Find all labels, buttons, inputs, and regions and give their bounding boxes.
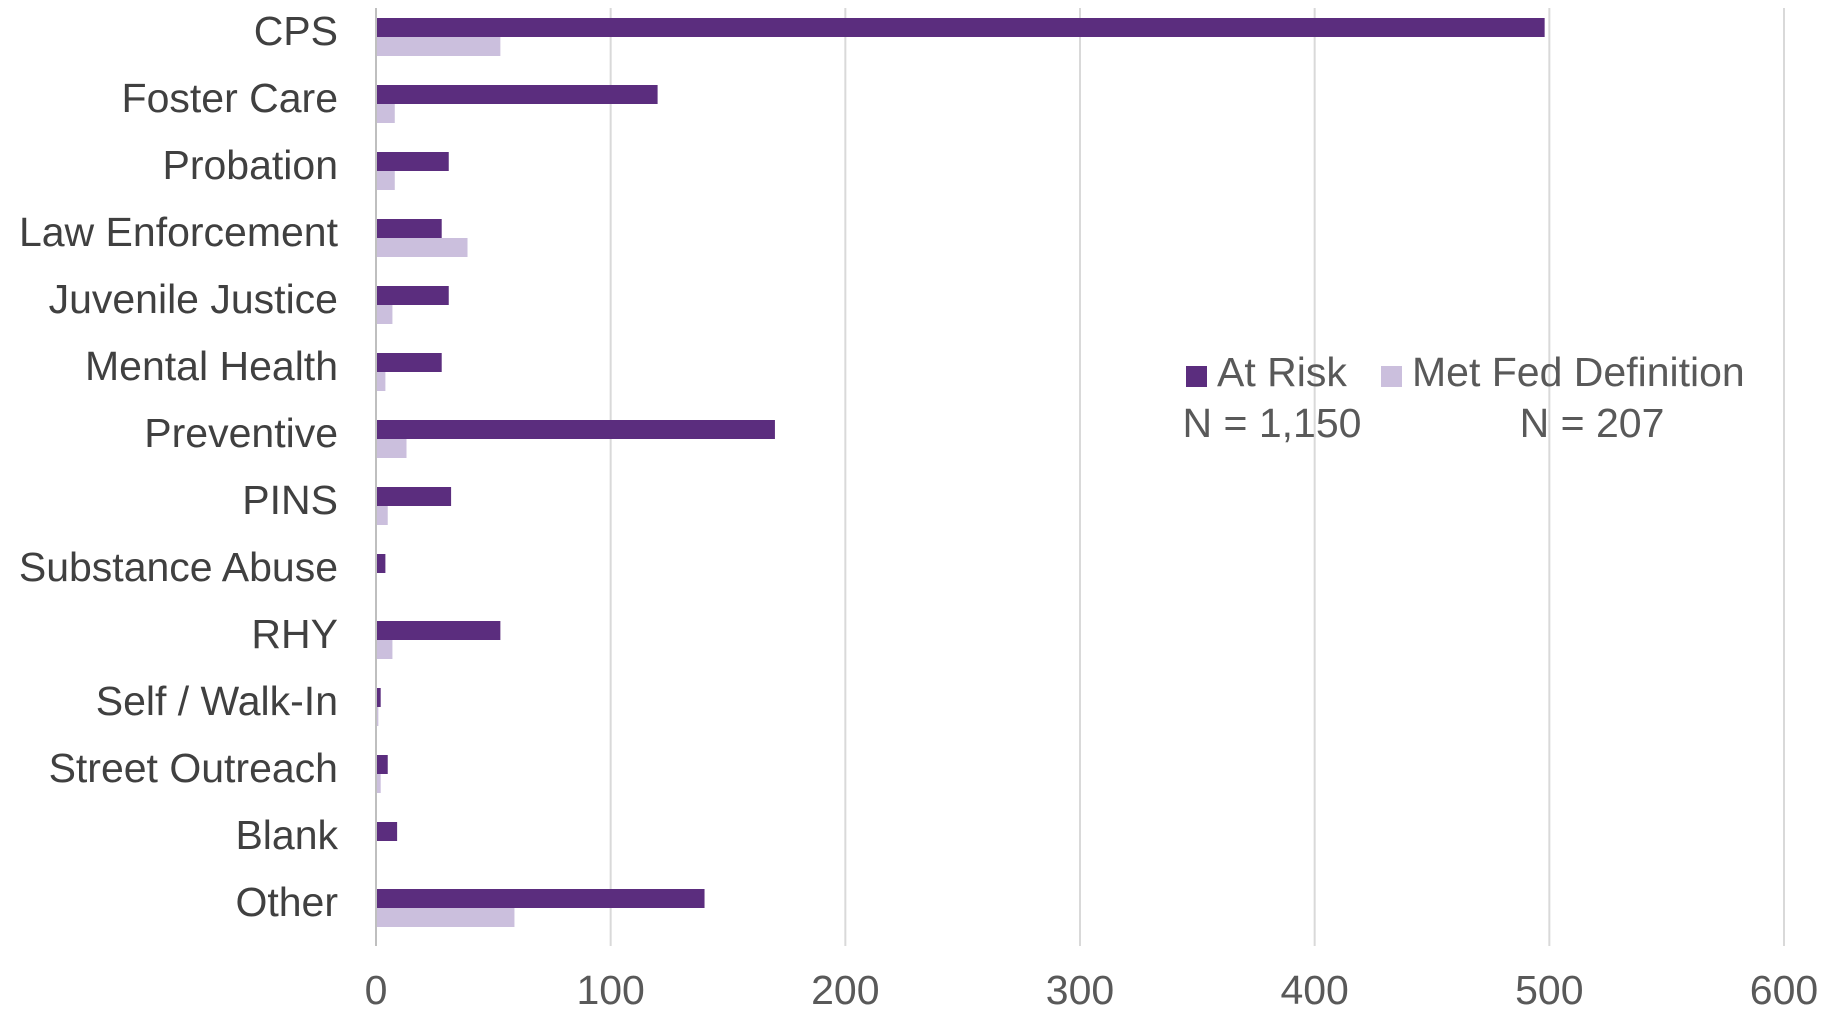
category-label: RHY (251, 611, 338, 657)
legend-label-met-fed-definition: Met Fed Definition (1412, 349, 1745, 395)
category-label: Self / Walk-In (96, 678, 338, 724)
category-label: PINS (242, 477, 338, 523)
category-label: Mental Health (85, 343, 338, 389)
category-label: Other (235, 879, 338, 925)
category-label: Street Outreach (49, 745, 338, 791)
bar-at-risk (376, 822, 398, 841)
legend-swatch-met-fed-definition (1381, 366, 1402, 387)
gridlines (609, 8, 1785, 946)
bar-met-fed-definition (376, 104, 395, 123)
legend: At Risk Met Fed Definition N = 1,150 N = 20… (1183, 349, 1745, 446)
category-label: Preventive (144, 410, 338, 456)
bar-at-risk (376, 889, 705, 908)
x-tick-label: 400 (1280, 967, 1348, 1007)
bar-at-risk (376, 554, 386, 573)
x-tick-label: 300 (1046, 967, 1114, 1007)
legend-note-at-risk: N = 1,150 (1183, 400, 1362, 446)
bar-at-risk (376, 18, 1545, 37)
legend-note-met-fed-definition: N = 207 (1520, 400, 1665, 446)
bar-met-fed-definition (376, 37, 501, 56)
legend-label-at-risk: At Risk (1217, 349, 1347, 395)
x-tick-label: 600 (1750, 967, 1818, 1007)
category-label: Juvenile Justice (49, 276, 338, 322)
bar-at-risk (376, 487, 452, 506)
bar-met-fed-definition (376, 707, 379, 726)
bar-met-fed-definition (376, 238, 468, 257)
bar-met-fed-definition (376, 372, 386, 391)
bar-at-risk (376, 152, 449, 171)
bar-met-fed-definition (376, 171, 395, 190)
legend-swatch-at-risk (1186, 366, 1207, 387)
bar-met-fed-definition (376, 305, 393, 324)
bars (376, 18, 1545, 927)
bar-met-fed-definition (376, 774, 381, 793)
bar-at-risk (376, 85, 658, 104)
bar-at-risk (376, 755, 388, 774)
category-label: Foster Care (122, 75, 338, 121)
category-label: Substance Abuse (19, 544, 338, 590)
x-tick-label: 500 (1515, 967, 1583, 1007)
bar-met-fed-definition (376, 506, 388, 525)
bar-met-fed-definition (376, 439, 407, 458)
bar-met-fed-definition (376, 908, 515, 927)
x-tick-label: 200 (811, 967, 879, 1007)
category-label: Law Enforcement (19, 209, 339, 255)
category-labels: CPS Foster Care Probation Law Enforcement Ju… (19, 8, 339, 925)
category-label: Probation (162, 142, 338, 188)
bar-at-risk (376, 286, 449, 305)
bar-met-fed-definition (376, 640, 393, 659)
bar-at-risk (376, 420, 775, 439)
x-tick-label: 100 (576, 967, 644, 1007)
bar-at-risk (376, 353, 442, 372)
x-tick-label: 0 (365, 967, 388, 1007)
bar-at-risk (376, 688, 381, 707)
tick-labels: 0 100 200 300 400 500 600 (365, 967, 1819, 1012)
bar-at-risk (376, 621, 501, 640)
category-label: Blank (235, 812, 338, 858)
category-label: CPS (254, 8, 338, 54)
bar-at-risk (376, 219, 442, 238)
